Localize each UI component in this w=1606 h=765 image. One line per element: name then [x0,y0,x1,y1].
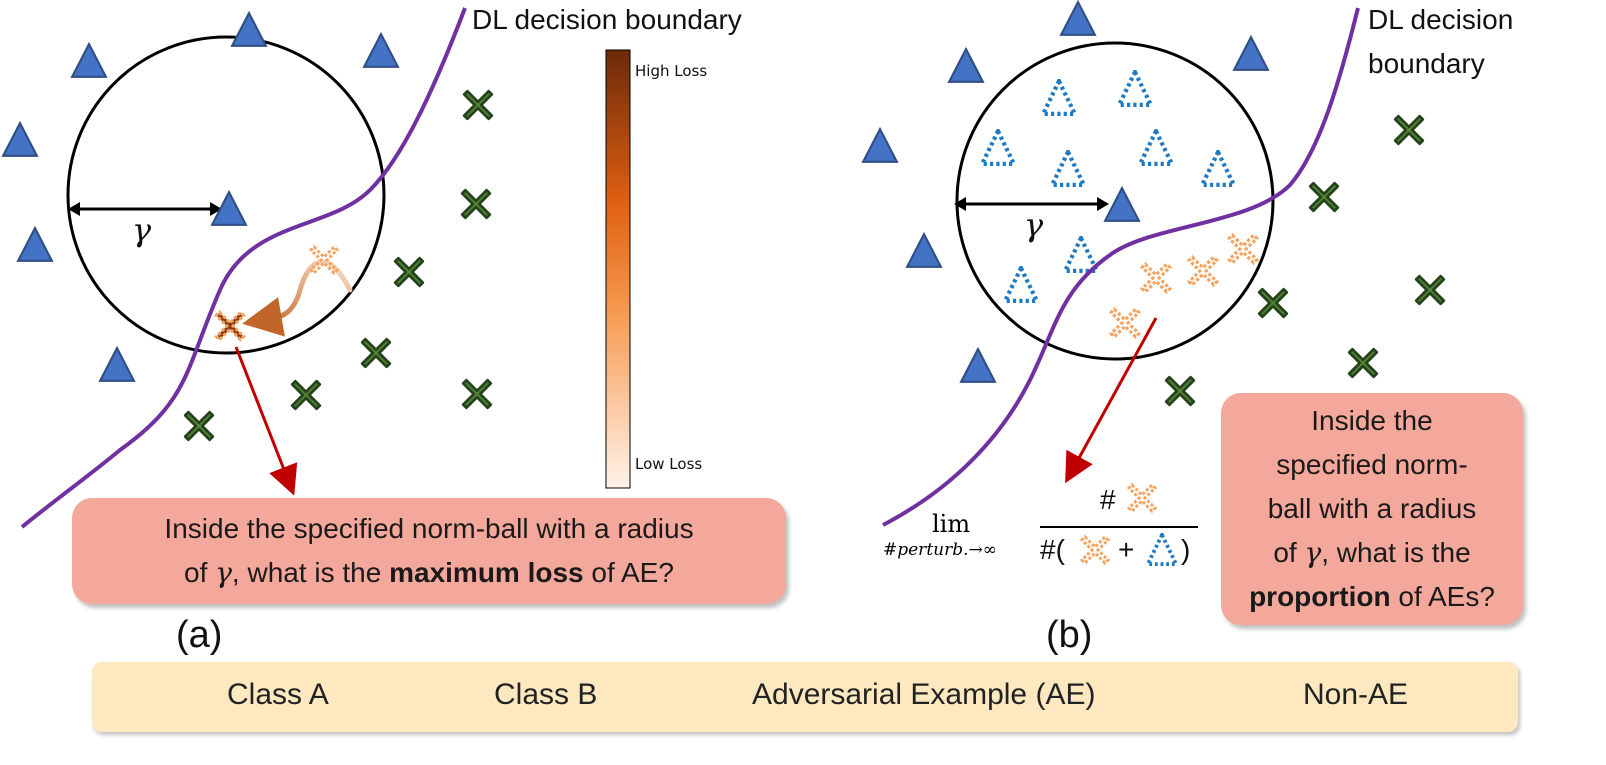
colorbar-high-label: High Loss [635,62,708,80]
class-b-x [393,256,425,288]
class-a-triangle [2,122,38,157]
callout-a: Inside the specified norm-ball with a ra… [72,498,786,604]
class-a-triangle [1233,36,1269,71]
class-b-x [290,379,322,411]
class-b-x [360,337,392,369]
non-ae-triangle [982,131,1014,164]
radius-arrowhead-left-b [954,197,966,211]
panel-label-a: (a) [176,614,223,656]
callout-arrow-b [1065,317,1158,484]
non-ae-triangle [1005,268,1037,301]
class-a-triangle [862,128,898,163]
ae-x [1187,255,1219,287]
class-a-triangle [960,348,996,383]
gamma-label-a: γ [132,211,152,249]
boundary-label-b-line2: boundary [1368,48,1485,79]
callout-a-line1: Inside the specified norm-ball with a ra… [164,513,694,544]
class-b-x [1164,375,1196,407]
non-ae-triangle [1202,152,1234,185]
class-a-triangle [906,233,942,268]
formula-ae-icon [1080,535,1110,565]
gamma-label-b: γ [1024,206,1044,244]
legend-non-ae-label: Non-AE [1303,678,1409,711]
ae-x [1227,233,1259,265]
class-b-x [460,188,492,220]
class-b-x [1414,274,1446,306]
panel-a [2,7,631,529]
formula-plus: + [1118,534,1135,565]
radius-arrowhead-left-a [68,202,80,216]
formula-non-ae-icon [1145,533,1179,567]
ae-max-loss-x [214,310,246,342]
callout-a-line2: of γ, what is the maximum loss of AE? [184,556,674,589]
callout-arrow-a [234,346,298,496]
norm-ball-a [66,35,386,355]
panel-label-b: (b) [1046,614,1093,656]
class-a-triangle-center [1104,187,1140,222]
callout-b-line4: of γ, what is the [1273,536,1471,569]
decision-boundary-a [20,7,467,529]
callout-b-line3: ball with a radius [1267,493,1477,524]
class-b-x [1347,347,1379,379]
legend-ae-label: Adversarial Example (AE) [752,678,1096,711]
class-b-x [1257,287,1289,319]
callout-b-line1: Inside the [1311,405,1433,436]
radius-arrowhead-right-a [210,202,222,216]
formula-denominator-close: ) [1181,534,1191,565]
class-a-triangle [363,33,399,68]
formula-lim: lim [932,510,971,538]
boundary-label-a: DL decision boundary [472,4,742,35]
class-a-triangle [1060,1,1096,36]
norm-ball-b [955,41,1275,361]
callout-b-line2: specified norm- [1276,449,1468,480]
non-ae-triangle [1140,131,1172,164]
colorbar-low-label: Low Loss [635,455,703,473]
class-b-x [461,378,493,410]
ae-x [1140,262,1172,294]
class-a-triangle [17,227,53,262]
ae-x [1109,307,1141,339]
legend-class-a-label: Class A [227,678,329,711]
class-b-x [1308,181,1340,213]
non-ae-triangle [1119,72,1151,105]
class-a-triangle [231,12,267,47]
non-ae-triangle [1065,238,1097,271]
class-a-triangle [71,43,107,78]
class-b-x [183,410,215,442]
non-ae-triangle [1043,81,1075,114]
class-b-x [462,89,494,121]
formula-limit-subscript: #perturb.→∞ [883,540,997,560]
class-a-triangle [99,347,135,382]
class-b-x [1393,114,1425,146]
non-ae-triangle [1052,152,1084,185]
radius-arrowhead-right-b [1097,197,1109,211]
loss-colorbar [605,49,631,489]
panel-b [862,1,1446,567]
callout-b: Inside the specified norm- ball with a r… [1221,393,1523,625]
formula-ae-icon [1127,483,1157,513]
legend-class-b-label: Class B [494,678,598,711]
boundary-label-b-line1: DL decision [1368,4,1514,35]
formula-denominator-open: #( [1040,534,1065,565]
callout-b-line5: proportion of AEs? [1249,581,1495,612]
formula-numerator-hash: # [1100,484,1116,515]
class-a-triangle [948,48,984,83]
legend: Class A Class B Adversarial Example (AE)… [92,662,1518,732]
decision-boundary-b [882,7,1360,527]
